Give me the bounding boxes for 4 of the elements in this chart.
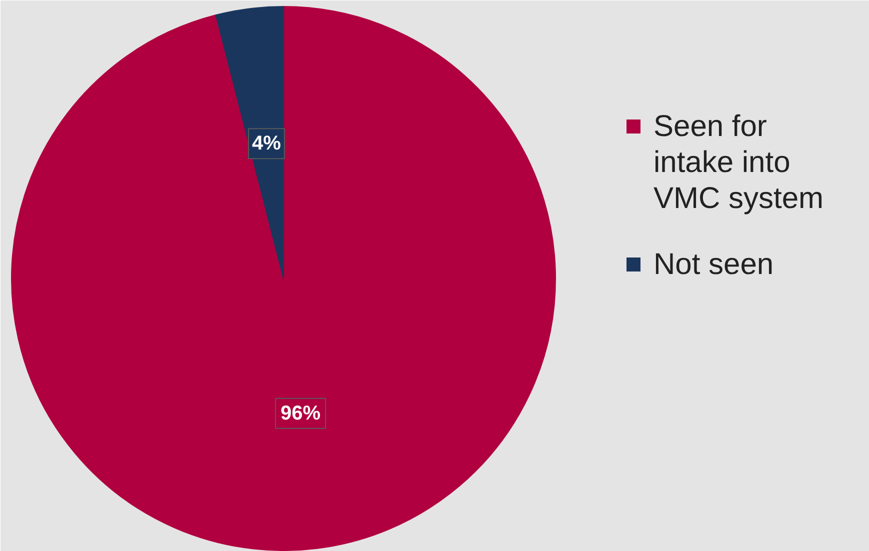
data-label: 96%: [280, 402, 321, 424]
legend-label: Not seen: [654, 248, 774, 281]
data-label: 4%: [252, 132, 282, 155]
legend-label: Seen for intake into VMC system: [654, 110, 824, 215]
